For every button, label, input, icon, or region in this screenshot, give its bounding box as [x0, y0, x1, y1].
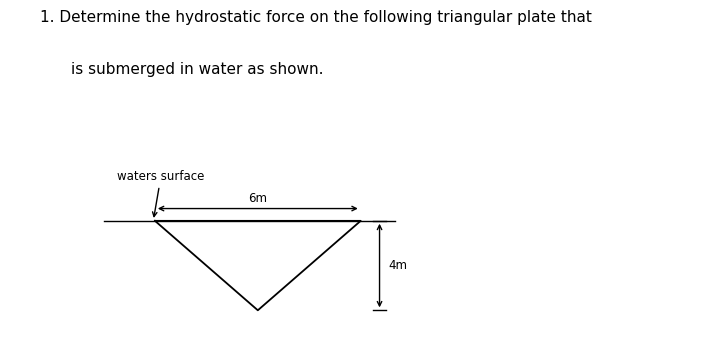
Text: waters surface: waters surface — [117, 170, 204, 217]
Text: is submerged in water as shown.: is submerged in water as shown. — [71, 62, 323, 77]
Text: 4m: 4m — [388, 259, 407, 272]
Text: 1. Determine the hydrostatic force on the following triangular plate that: 1. Determine the hydrostatic force on th… — [40, 10, 591, 25]
Text: 6m: 6m — [248, 192, 267, 205]
